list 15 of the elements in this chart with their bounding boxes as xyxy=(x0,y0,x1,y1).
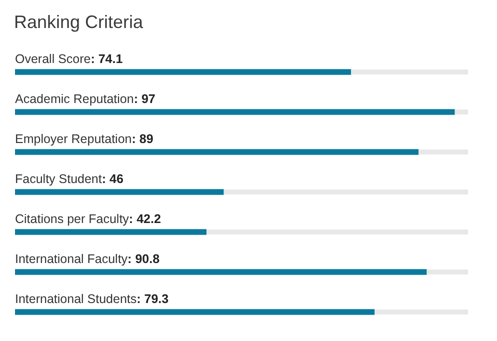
data-label: : 74.1 xyxy=(90,52,123,66)
y-tick-label: Citations per Faculty xyxy=(15,212,130,226)
data-label: : 89 xyxy=(132,132,154,146)
y-tick-label: International Students xyxy=(15,292,137,306)
chart-title: Ranking Criteria xyxy=(14,12,144,32)
data-label: : 79.3 xyxy=(136,292,169,306)
y-tick-label: Academic Reputation xyxy=(15,92,134,106)
y-tick-label: Employer Reputation xyxy=(15,132,132,146)
y-tick-label: Overall Score xyxy=(15,52,91,66)
data-label: : 97 xyxy=(134,92,156,106)
y-tick-label: International Faculty xyxy=(15,252,128,266)
data-label: : 42.2 xyxy=(128,212,161,226)
data-label: : 90.8 xyxy=(128,252,160,266)
data-label: : 46 xyxy=(102,172,124,186)
y-tick-label: Faculty Student xyxy=(15,172,102,186)
